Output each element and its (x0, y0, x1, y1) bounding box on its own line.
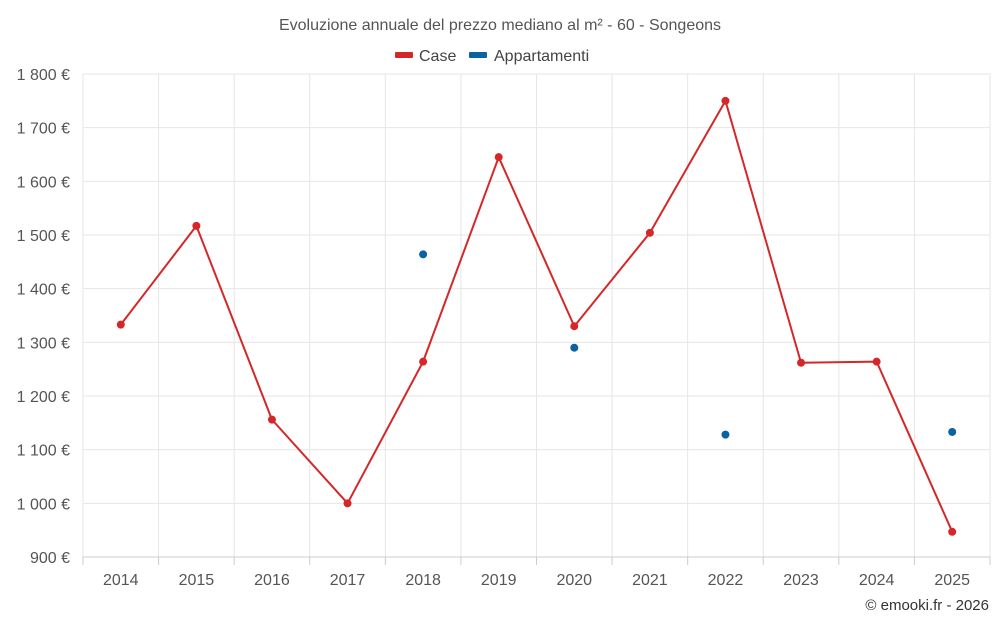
series-lines (119, 99, 954, 533)
y-axis-ticks: 900 € 1 000 € 1 100 € 1 200 € 1 300 € 1 400 €… (17, 67, 70, 567)
data-point-appartamenti[interactable] (419, 250, 428, 259)
data-point-case[interactable] (343, 499, 352, 508)
x-tick-label: 2022 (708, 572, 744, 589)
data-point-appartamenti[interactable] (721, 430, 730, 439)
x-tick-label: 2023 (783, 572, 819, 589)
y-tick-label: 1 200 € (17, 389, 70, 406)
data-point-case[interactable] (494, 153, 503, 162)
y-tick-label: 1 500 € (17, 228, 70, 245)
x-tick-label: 2019 (481, 572, 517, 589)
data-point-case[interactable] (267, 415, 276, 424)
legend-item-case[interactable]: Case (395, 48, 456, 65)
legend-swatch-case (395, 52, 413, 58)
data-point-case[interactable] (419, 357, 428, 366)
x-tick-label: 2016 (254, 572, 290, 589)
data-point-case[interactable] (872, 357, 881, 366)
data-point-case[interactable] (570, 322, 579, 331)
x-tick-label: 2014 (103, 572, 139, 589)
data-point-case[interactable] (645, 228, 654, 237)
legend-item-appartamenti[interactable]: Appartamenti (469, 48, 589, 65)
legend-label-case: Case (419, 48, 456, 65)
x-tick-label: 2024 (859, 572, 895, 589)
x-axis-ticks: 2014 2015 2016 2017 2018 2019 2020 2021 2022 2023… (82, 557, 991, 589)
chart-title: Evoluzione annuale del prezzo mediano al… (279, 17, 721, 34)
credit: © emooki.fr - 2026 (865, 597, 989, 614)
y-tick-label: 1 800 € (17, 67, 70, 84)
data-point-case[interactable] (192, 221, 201, 230)
y-tick-label: 1 100 € (17, 443, 70, 460)
series-points (116, 96, 957, 536)
x-tick-label: 2015 (179, 572, 215, 589)
y-tick-label: 1 000 € (17, 496, 70, 513)
x-gridlines (82, 74, 991, 557)
y-tick-label: 1 600 € (17, 174, 70, 191)
x-tick-label: 2018 (405, 572, 441, 589)
legend: Case Appartamenti (395, 48, 589, 65)
y-tick-label: 900 € (30, 550, 70, 567)
data-point-case[interactable] (797, 358, 806, 367)
data-point-case[interactable] (948, 527, 957, 536)
y-tick-label: 1 700 € (17, 121, 70, 138)
data-point-appartamenti[interactable] (570, 343, 579, 352)
y-tick-label: 1 400 € (17, 282, 70, 299)
x-tick-label: 2025 (934, 572, 970, 589)
y-tick-label: 1 300 € (17, 335, 70, 352)
legend-label-appartamenti: Appartamenti (494, 48, 589, 65)
x-tick-label: 2021 (632, 572, 668, 589)
x-tick-label: 2017 (330, 572, 366, 589)
legend-swatch-appartamenti (469, 52, 487, 58)
series-line-case (119, 99, 954, 533)
data-point-case[interactable] (116, 320, 125, 329)
x-tick-label: 2020 (556, 572, 592, 589)
data-point-appartamenti[interactable] (948, 427, 957, 436)
data-point-case[interactable] (721, 96, 730, 105)
